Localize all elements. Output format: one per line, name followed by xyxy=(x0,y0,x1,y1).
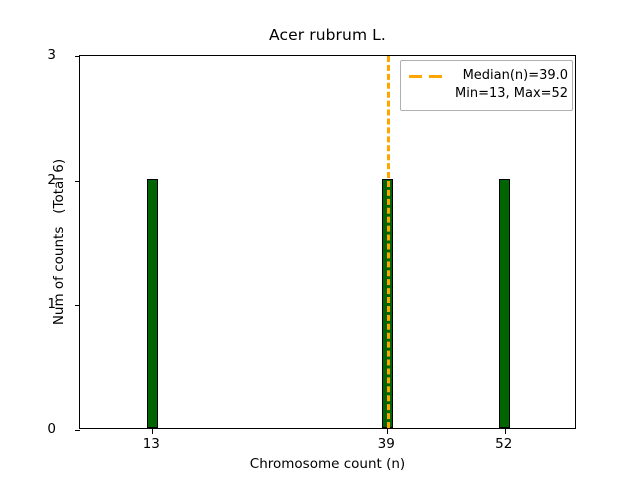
chart-title: Acer rubrum L. xyxy=(0,26,640,44)
plot-axes xyxy=(74,55,576,434)
y-tick-0 xyxy=(74,430,80,431)
x-tick-39 xyxy=(387,428,389,434)
y-tick-2 xyxy=(74,180,80,182)
y-tick-label-2: 2 xyxy=(47,171,56,188)
y-tick-label-3: 3 xyxy=(47,47,56,63)
x-tick-label-52: 52 xyxy=(495,436,513,452)
y-axis-label: Num of counts (Total 6) xyxy=(51,158,67,326)
y-tick-label-1: 1 xyxy=(47,296,56,313)
x-tick-13 xyxy=(152,428,154,434)
x-tick-label-13: 13 xyxy=(142,436,160,452)
legend-median-text: Median(n)=39.0 xyxy=(462,68,569,83)
dashed-line-icon xyxy=(409,67,447,85)
legend-entry-median: Median(n)=39.0 Min=13, Max=52 xyxy=(409,67,568,104)
x-tick-52 xyxy=(504,428,506,434)
bar-13 xyxy=(146,178,158,428)
y-tick-label-0: 0 xyxy=(47,421,56,437)
y-tick-1 xyxy=(74,305,80,307)
x-tick-label-39: 39 xyxy=(377,436,395,452)
plot-inner xyxy=(74,56,575,434)
legend-entry-label: Median(n)=39.0 Min=13, Max=52 xyxy=(455,67,568,104)
median-line-marker xyxy=(387,56,391,428)
x-axis-label: Chromosome count (n) xyxy=(249,456,406,472)
legend-box: Median(n)=39.0 Min=13, Max=52 xyxy=(400,60,573,111)
legend-minmax-text: Min=13, Max=52 xyxy=(455,86,569,102)
y-tick-3 xyxy=(74,56,80,57)
chart-title-text: Acer rubrum L. xyxy=(269,26,386,44)
bar-52 xyxy=(499,178,511,428)
